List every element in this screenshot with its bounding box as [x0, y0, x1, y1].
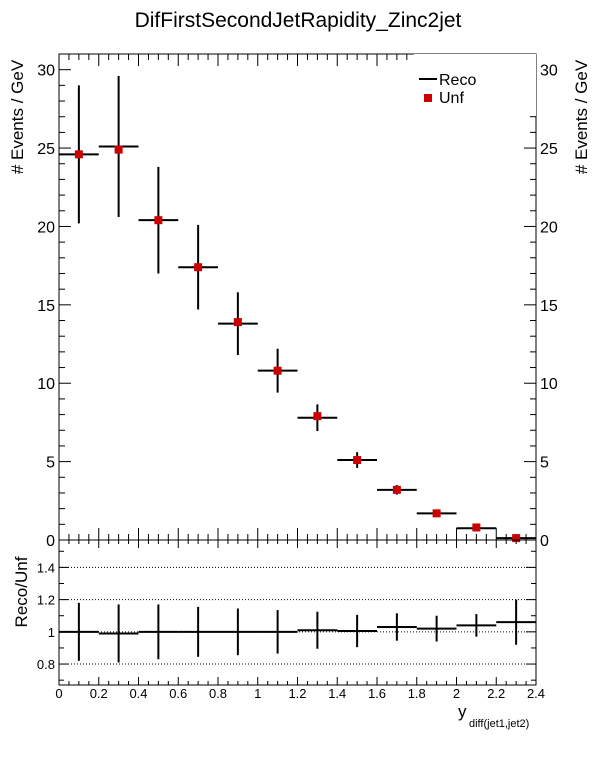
main-y-tick-label-left: 30	[37, 63, 55, 80]
main-x-ticks	[58, 54, 537, 540]
main-y-tick-label-left: 5	[46, 455, 55, 472]
legend-unf-marker	[424, 94, 432, 102]
main-y-tick-label-right: 30	[540, 63, 558, 80]
main-plot-frame	[58, 53, 537, 541]
unf-series	[74, 145, 521, 543]
main-y-tick-label-right: 25	[540, 141, 558, 158]
ratio-grid	[59, 566, 536, 665]
unf-point	[472, 523, 481, 532]
x-tick-label: 1.2	[288, 686, 306, 701]
unf-point	[114, 145, 123, 154]
unf-point	[273, 366, 282, 375]
x-tick-label: 1.8	[408, 686, 426, 701]
main-y-ticks: 0 0 5 5 10 10 15 15 20 20 25 25 30 30	[37, 53, 558, 550]
main-y-tick-label-left: 20	[37, 219, 55, 236]
legend-box	[414, 54, 536, 116]
x-tick-label: 2.4	[527, 686, 545, 701]
main-y-tick-label-left: 10	[37, 376, 55, 393]
main-y-tick-label-left: 0	[46, 533, 55, 550]
x-axis-label: y	[458, 702, 467, 721]
x-tick-label: 2.2	[487, 686, 505, 701]
unf-point	[432, 509, 441, 518]
ratio-panel: 0.8 1 1.2 1.4 0 0.2 0.4 0.6 0.8 1 1.2 1.4 1.6 1.8 2 2.…	[12, 539, 545, 730]
x-tick-label: 1	[254, 686, 261, 701]
legend-reco-label: Reco	[439, 72, 476, 89]
unf-point	[392, 485, 401, 494]
ratio-series	[59, 599, 536, 663]
x-tick-label: 0.4	[129, 686, 147, 701]
x-tick-label: 2	[453, 686, 460, 701]
ratio-x-ticks: 0 0.2 0.4 0.6 0.8 1 1.2 1.4 1.6 1.8 2 2.2 2.4	[55, 540, 545, 701]
chart-title: DifFirstSecondJetRapidity_Zinc2jet	[135, 9, 462, 32]
ratio-y-axis-label: Reco/Unf	[12, 556, 31, 627]
unf-point	[313, 412, 322, 421]
main-y-tick-label-right: 20	[540, 219, 558, 236]
main-y-tick-label-right: 0	[540, 533, 549, 550]
main-y-tick-label-right: 10	[540, 376, 558, 393]
y-axis-label-right: # Events / GeV	[572, 59, 591, 174]
legend: Reco Unf	[414, 54, 536, 116]
y-axis-label-left: # Events / GeV	[8, 59, 27, 174]
ratio-y-tick-label: 1	[48, 625, 55, 640]
main-y-tick-label-right: 5	[540, 455, 549, 472]
ratio-y-tick-label: 1.4	[37, 560, 55, 575]
x-tick-label: 1.4	[328, 686, 346, 701]
unf-point	[74, 150, 83, 159]
x-tick-label: 0.2	[90, 686, 108, 701]
x-tick-label: 0.8	[209, 686, 227, 701]
reco-series	[59, 75, 536, 540]
ratio-y-tick-label: 1.2	[37, 593, 55, 608]
main-y-tick-label-right: 15	[540, 298, 558, 315]
x-tick-label: 0.6	[169, 686, 187, 701]
unf-point	[512, 534, 521, 543]
main-y-tick-label-left: 15	[37, 298, 55, 315]
main-y-tick-label-left: 25	[37, 141, 55, 158]
legend-unf-label: Unf	[439, 90, 464, 107]
unf-point	[353, 456, 362, 465]
x-axis-label-subscript: diff(jet1,jet2)	[469, 718, 529, 730]
x-tick-label: 1.6	[368, 686, 386, 701]
ratio-y-ticks: 0.8 1 1.2 1.4	[37, 550, 536, 681]
x-tick-label: 0	[55, 686, 62, 701]
unf-point	[194, 263, 203, 272]
unf-point	[154, 216, 163, 225]
ratio-y-tick-label: 0.8	[37, 657, 55, 672]
ratio-plot-frame	[58, 539, 537, 686]
unf-point	[233, 318, 242, 327]
